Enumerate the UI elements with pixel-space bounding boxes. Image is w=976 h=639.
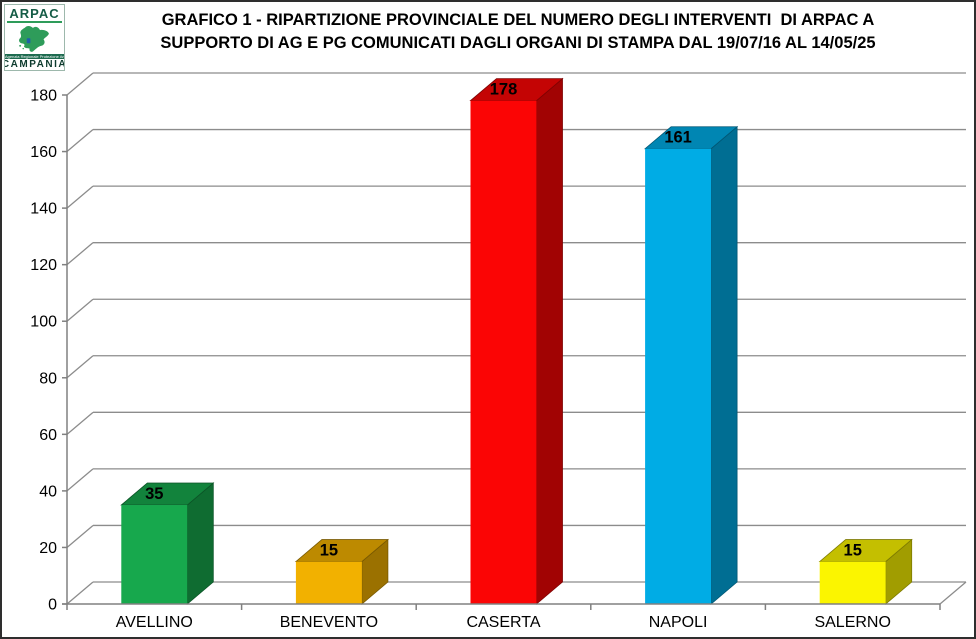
y-tick-label: 180 xyxy=(30,88,57,105)
campania-map-shape xyxy=(18,25,49,52)
x-category-label: CASERTA xyxy=(466,614,540,631)
y-tick-label: 40 xyxy=(39,483,57,500)
y-tick-label: 80 xyxy=(39,370,57,387)
arpac-logo: ARPAC Agenzia Regionale Protezione Ambie… xyxy=(4,4,65,71)
axes xyxy=(62,94,941,610)
arpac-emblem-icon xyxy=(26,38,30,44)
y-tick-label: 0 xyxy=(48,597,57,614)
bar-caserta: 178 xyxy=(469,77,564,605)
axis-labels: 0 20 40 60 80 100 120 140 160 180 AVELLINO BENEVENT… xyxy=(30,88,891,632)
bar-front-face xyxy=(295,561,362,604)
chart-title-line2: SUPPORTO DI AG E PG COMUNICATI DAGLI ORG… xyxy=(160,34,876,52)
gridline-depth-140 xyxy=(66,185,94,209)
x-category-label: BENEVENTO xyxy=(280,614,378,631)
bar-benevento: 15 xyxy=(294,538,389,605)
chart-title: GRAFICO 1 - RIPARTIZIONE PROVINCIALE DEL… xyxy=(77,9,959,55)
ischia-island-dot xyxy=(18,44,21,47)
arpac-logo-region: CAMPANIA xyxy=(4,59,65,70)
campania-map-icon xyxy=(18,25,49,52)
bar-side-face xyxy=(710,125,738,605)
floor-right-edge xyxy=(939,581,967,605)
gridline-depth-100 xyxy=(66,298,94,322)
x-category-label: AVELLINO xyxy=(116,614,193,631)
y-tick-label: 120 xyxy=(30,257,57,274)
bar-napoli: 161 xyxy=(644,125,739,605)
arpac-logo-banner: Agenzia Regionale Protezione Ambientale xyxy=(5,54,64,59)
bar-side-face xyxy=(536,77,563,605)
bar-front-face xyxy=(121,505,188,604)
gridline-depth-0 xyxy=(66,581,94,605)
gridline-depth-60 xyxy=(66,411,94,435)
x-category-label: SALERNO xyxy=(814,614,890,631)
bar-value-label: 161 xyxy=(664,129,692,147)
bar-value-label: 15 xyxy=(320,542,338,560)
bar-value-label: 35 xyxy=(145,485,163,503)
bar-front-face xyxy=(645,148,712,604)
bar-value-label: 178 xyxy=(490,81,518,99)
y-tick-label: 60 xyxy=(39,427,57,444)
y-tick-label: 160 xyxy=(30,144,57,161)
gridline-depth-180 xyxy=(66,72,94,96)
bar-avellino: 35 xyxy=(120,482,215,605)
gridline-depth-120 xyxy=(66,242,94,266)
bar-front-face xyxy=(819,561,886,604)
bar-front-face xyxy=(470,100,537,605)
y-tick-label: 100 xyxy=(30,314,57,331)
arpac-logo-name: ARPAC xyxy=(7,6,62,23)
chart-title-line1: GRAFICO 1 - RIPARTIZIONE PROVINCIALE DEL… xyxy=(161,11,875,29)
y-tick-label: 140 xyxy=(30,201,57,218)
gridline-depth-80 xyxy=(66,355,94,379)
capri-island-dot xyxy=(22,47,24,50)
bar-value-label: 15 xyxy=(844,542,862,560)
x-category-label: NAPOLI xyxy=(649,614,708,631)
gridline-depth-40 xyxy=(66,468,94,492)
gridline-depth-160 xyxy=(66,129,94,153)
y-tick-label: 20 xyxy=(39,540,57,557)
gridline-depth-20 xyxy=(66,524,94,548)
bar-salerno: 15 xyxy=(818,538,913,605)
